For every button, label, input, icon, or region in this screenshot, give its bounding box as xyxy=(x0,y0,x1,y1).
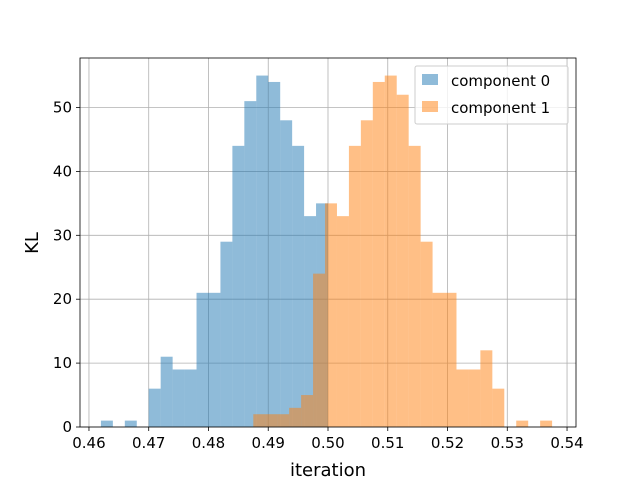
ticks-layer: 0.46 0.47 0.48 0.49 0.50 0.51 0.52 0.53 0.54 0 10 2… xyxy=(53,99,584,452)
y-tick-label: 40 xyxy=(53,162,72,180)
histogram-bar-component-1 xyxy=(265,414,278,427)
x-tick-label: 0.49 xyxy=(252,434,285,452)
x-tick-label: 0.47 xyxy=(132,434,165,452)
histogram-bar-component-1 xyxy=(396,94,409,427)
histogram-bar-component-0 xyxy=(208,292,221,427)
histogram-bar-component-0 xyxy=(124,420,137,427)
legend-label-component-0: component 0 xyxy=(451,72,550,90)
y-tick-label: 20 xyxy=(53,290,72,308)
histogram-bar-component-0 xyxy=(184,369,197,427)
x-tick-label: 0.54 xyxy=(550,434,583,452)
y-tick-label: 30 xyxy=(53,226,72,244)
histogram-bar-component-0 xyxy=(244,101,257,427)
x-tick-label: 0.52 xyxy=(431,434,464,452)
y-tick-label: 0 xyxy=(62,418,72,436)
histogram-bar-component-1 xyxy=(301,395,314,427)
histogram-bar-component-1 xyxy=(384,75,397,428)
histogram-bar-component-1 xyxy=(372,81,385,428)
histogram-bar-component-1 xyxy=(468,369,481,427)
histogram-bar-component-0 xyxy=(292,145,305,427)
histogram-bar-component-0 xyxy=(232,145,245,427)
histogram-bar-component-1 xyxy=(325,203,337,427)
histogram-bar-component-1 xyxy=(444,292,457,427)
legend: component 0 component 1 xyxy=(414,65,569,125)
legend-swatch-component-0 xyxy=(422,74,438,85)
legend-label-component-1: component 1 xyxy=(451,99,550,117)
x-tick-label: 0.50 xyxy=(311,434,344,452)
histogram-bar-component-1 xyxy=(348,145,361,427)
histogram-bar-component-1 xyxy=(408,145,421,427)
y-axis-label: KL xyxy=(22,232,43,254)
histogram-bar-component-0 xyxy=(304,216,317,427)
histogram-bar-component-1 xyxy=(540,420,553,427)
histogram-bar-component-0 xyxy=(256,75,269,428)
histogram-bar-component-0 xyxy=(220,241,233,427)
x-tick-label: 0.53 xyxy=(491,434,524,452)
histogram-bar-component-0 xyxy=(100,420,113,427)
histogram-bar-component-0 xyxy=(160,356,173,427)
histogram-bar-component-1 xyxy=(360,120,373,427)
histogram-bar-component-1 xyxy=(480,350,493,427)
histogram-bar-component-0 xyxy=(268,81,281,428)
histogram-bar-component-1 xyxy=(432,292,445,427)
histogram-bar-component-1 xyxy=(336,216,349,427)
histogram-bar-component-1 xyxy=(253,414,266,427)
legend-frame xyxy=(414,65,569,125)
x-tick-label: 0.51 xyxy=(371,434,404,452)
histogram-bar-component-1 xyxy=(313,273,326,427)
histogram-bar-component-0 xyxy=(280,120,293,427)
y-tick-label: 10 xyxy=(53,354,72,372)
y-tick-label: 50 xyxy=(53,99,72,117)
histogram-bar-component-0 xyxy=(196,292,209,427)
histogram-bar-component-1 xyxy=(420,241,433,427)
histogram-bar-component-1 xyxy=(277,414,290,427)
x-axis-label: iteration xyxy=(290,460,366,480)
legend-swatch-component-1 xyxy=(422,101,438,112)
histogram-bar-component-0 xyxy=(148,388,161,427)
histogram-bar-component-1 xyxy=(492,388,505,427)
x-tick-label: 0.48 xyxy=(192,434,225,452)
histogram-bar-component-1 xyxy=(516,420,529,427)
bars-layer xyxy=(100,75,553,428)
histogram-bar-component-1 xyxy=(456,369,469,427)
x-tick-label: 0.46 xyxy=(72,434,105,452)
histogram-bar-component-1 xyxy=(289,407,302,427)
histogram-bar-component-0 xyxy=(172,369,185,427)
